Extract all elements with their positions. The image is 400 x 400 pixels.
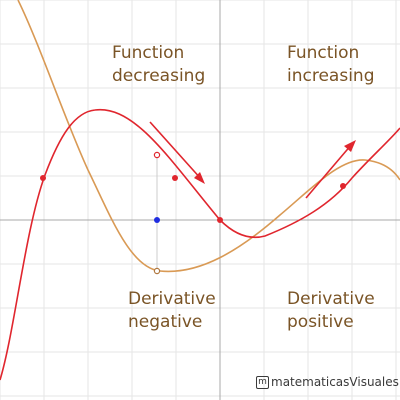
- decreasing-arrow: [149, 121, 203, 181]
- function-curve: [0, 109, 400, 381]
- decreasing-arrow-head: [194, 172, 205, 184]
- increasing-arrow: [305, 143, 353, 199]
- increasing-arrow-head: [344, 140, 356, 152]
- function-point: [340, 183, 346, 189]
- function-point-hollow: [153, 151, 161, 159]
- function-point: [217, 217, 223, 223]
- function-decreasing-label: Function decreasing: [112, 43, 206, 86]
- function-point: [172, 175, 178, 181]
- m-logo-icon: m: [256, 375, 269, 389]
- watermark: m matematicasVisuales: [256, 375, 399, 389]
- function-point: [40, 175, 46, 181]
- derivative-curve: [17, 0, 400, 273]
- derivative-positive-label: Derivative positive: [287, 289, 375, 332]
- x-axis-point: [154, 217, 160, 223]
- function-increasing-label: Function increasing: [287, 43, 375, 86]
- watermark-text: matematicasVisuales: [271, 375, 399, 389]
- derivative-point-hollow: [153, 267, 161, 275]
- derivative-negative-label: Derivative negative: [128, 289, 216, 332]
